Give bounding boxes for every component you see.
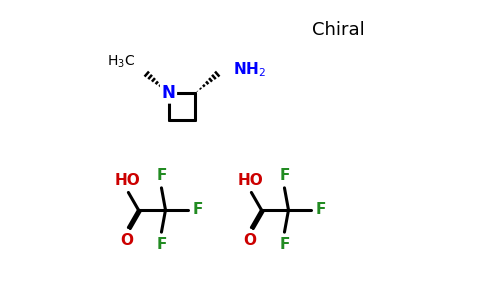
Text: N: N [162, 84, 175, 102]
Text: HO: HO [115, 173, 141, 188]
Text: F: F [316, 202, 326, 217]
Text: HO: HO [238, 173, 264, 188]
Text: F: F [157, 237, 167, 252]
Text: O: O [121, 233, 134, 248]
Text: H$_3$C: H$_3$C [106, 53, 135, 70]
Text: F: F [193, 202, 203, 217]
Text: F: F [280, 168, 290, 183]
Text: Chiral: Chiral [312, 21, 364, 39]
Text: F: F [280, 237, 290, 252]
Text: NH$_2$: NH$_2$ [233, 60, 266, 79]
Text: F: F [157, 168, 167, 183]
Text: O: O [243, 233, 257, 248]
